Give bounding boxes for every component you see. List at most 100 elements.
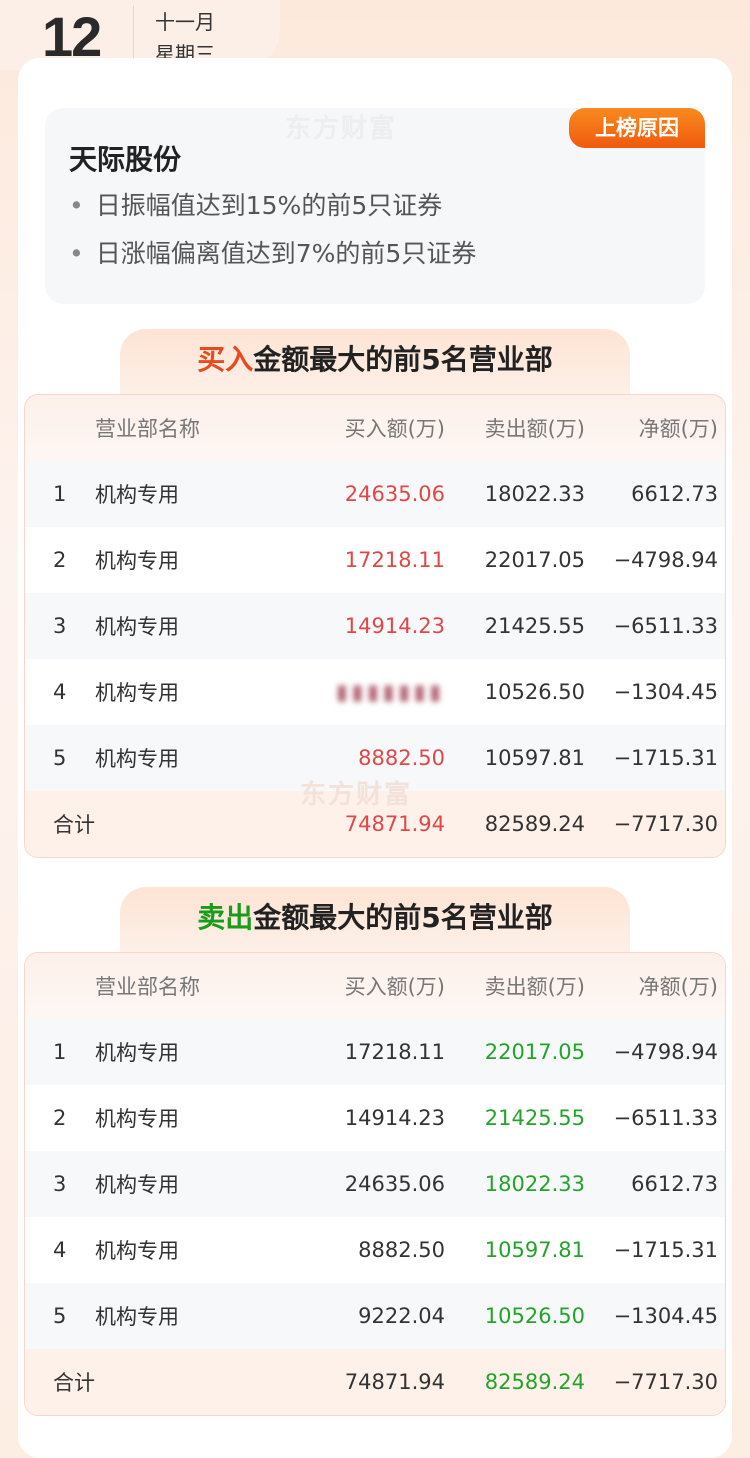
rank: 5 [53, 1304, 67, 1328]
table-header: 营业部名称 买入额(万) 卖出额(万) 净额(万) [25, 953, 725, 1019]
branch-name: 机构专用 [95, 1107, 179, 1131]
buy-amount: 14914.23 [344, 614, 445, 638]
buy-amount: 24635.06 [344, 482, 445, 506]
table-row[interactable]: 1 机构专用 17218.11 22017.05 −4798.94 [25, 1019, 725, 1085]
net-amount: −1715.31 [613, 1238, 718, 1262]
total-row: 合计 74871.94 82589.24 −7717.30 [25, 1349, 725, 1415]
buy-amount: 14914.23 [344, 1106, 445, 1130]
branch-name: 机构专用 [95, 1173, 179, 1197]
table-row[interactable]: 4 机构专用 ▮▮▮▮▮▮▮ 10526.50 −1304.45 [25, 659, 725, 725]
rank: 3 [53, 614, 67, 638]
buy-amount: 8882.50 [358, 746, 445, 770]
date-day: 12 [42, 5, 102, 68]
sell-amount: 21425.55 [484, 1106, 585, 1130]
net-amount: −1715.31 [613, 746, 718, 770]
rank: 5 [53, 746, 67, 770]
sell-amount: 21425.55 [484, 614, 585, 638]
sell-amount: 22017.05 [484, 1040, 585, 1064]
column-header: 卖出额(万) [484, 975, 585, 999]
branch-name: 机构专用 [95, 615, 179, 639]
column-header: 卖出额(万) [484, 417, 585, 441]
divider [133, 6, 134, 70]
branch-name: 机构专用 [95, 1305, 179, 1329]
table-row[interactable]: 5 机构专用 8882.50 10597.81 −1715.31 [25, 725, 725, 791]
watermark: 东方财富 [300, 780, 413, 810]
column-header: 买入额(万) [344, 975, 445, 999]
rank: 2 [53, 1106, 67, 1130]
obscured-value: ▮▮▮▮▮▮▮ [336, 680, 445, 704]
table-row[interactable]: 1 机构专用 24635.06 18022.33 6612.73 [25, 461, 725, 527]
title-highlight: 卖出 [197, 901, 254, 934]
watermark: 东方财富 [285, 114, 398, 144]
buy-amount: 17218.11 [344, 548, 445, 572]
branch-name: 机构专用 [95, 747, 179, 771]
table-row[interactable]: 5 机构专用 9222.04 10526.50 −1304.45 [25, 1283, 725, 1349]
rank: 1 [53, 482, 67, 506]
sell-table: 营业部名称 买入额(万) 卖出额(万) 净额(万) 1 机构专用 17218.11 22017… [24, 952, 726, 1416]
reason-card: 东方财富 上榜原因 天际股份 日振幅值达到15%的前5只证券 日涨幅偏离值达到7… [45, 108, 705, 304]
branch-name: 机构专用 [95, 681, 179, 705]
branch-name: 机构专用 [95, 483, 179, 507]
stock-name: 天际股份 [69, 143, 182, 176]
total-sell: 82589.24 [484, 812, 585, 836]
sell-amount: 18022.33 [484, 482, 585, 506]
buy-amount: 24635.06 [344, 1172, 445, 1196]
table-row[interactable]: 3 机构专用 14914.23 21425.55 −6511.33 [25, 593, 725, 659]
rank: 2 [53, 548, 67, 572]
total-net: −7717.30 [613, 1370, 718, 1394]
reason-tag: 上榜原因 [569, 108, 705, 148]
branch-name: 机构专用 [95, 1041, 179, 1065]
net-amount: −1304.45 [613, 680, 718, 704]
net-amount: 6612.73 [631, 1172, 718, 1196]
buy-table-title: 买入金额最大的前5名营业部 [120, 329, 630, 395]
total-label: 合计 [53, 1371, 95, 1395]
sell-table-title: 卖出金额最大的前5名营业部 [120, 887, 630, 953]
sell-amount: 18022.33 [484, 1172, 585, 1196]
sell-amount: 10597.81 [484, 1238, 585, 1262]
total-buy: 74871.94 [344, 1370, 445, 1394]
net-amount: −1304.45 [613, 1304, 718, 1328]
buy-amount: 17218.11 [344, 1040, 445, 1064]
reason-item: 日涨幅偏离值达到7%的前5只证券 [69, 236, 477, 284]
sell-amount: 10526.50 [484, 680, 585, 704]
column-header: 营业部名称 [95, 417, 200, 441]
column-header: 净额(万) [638, 975, 718, 999]
total-buy: 74871.94 [344, 812, 445, 836]
table-row[interactable]: 2 机构专用 14914.23 21425.55 −6511.33 [25, 1085, 725, 1151]
total-net: −7717.30 [613, 812, 718, 836]
rank: 1 [53, 1040, 67, 1064]
net-amount: −4798.94 [613, 1040, 718, 1064]
table-header: 营业部名称 买入额(万) 卖出额(万) 净额(万) [25, 395, 725, 461]
branch-name: 机构专用 [95, 1239, 179, 1263]
net-amount: −6511.33 [613, 614, 718, 638]
table-row[interactable]: 4 机构专用 8882.50 10597.81 −1715.31 [25, 1217, 725, 1283]
net-amount: −4798.94 [613, 548, 718, 572]
net-amount: 6612.73 [631, 482, 718, 506]
total-sell: 82589.24 [484, 1370, 585, 1394]
sell-amount: 22017.05 [484, 548, 585, 572]
rank: 3 [53, 1172, 67, 1196]
title-rest: 金额最大的前5名营业部 [253, 343, 553, 376]
title-rest: 金额最大的前5名营业部 [253, 901, 553, 934]
column-header: 净额(万) [638, 417, 718, 441]
buy-amount: ▮▮▮▮▮▮▮ [305, 680, 445, 704]
date-header: 12 十一月 星期三 [0, 0, 280, 70]
title-highlight: 买入 [197, 343, 254, 376]
total-row: 合计 74871.94 82589.24 −7717.30 [25, 791, 725, 857]
reason-item: 日振幅值达到15%的前5只证券 [69, 188, 476, 236]
table-row[interactable]: 3 机构专用 24635.06 18022.33 6612.73 [25, 1151, 725, 1217]
total-label: 合计 [53, 813, 95, 837]
rank: 4 [53, 1238, 67, 1262]
sell-amount: 10526.50 [484, 1304, 585, 1328]
buy-amount: 8882.50 [358, 1238, 445, 1262]
column-header: 营业部名称 [95, 975, 200, 999]
rank: 4 [53, 680, 67, 704]
reason-list: 日振幅值达到15%的前5只证券 日涨幅偏离值达到7%的前5只证券 [69, 188, 477, 284]
sell-amount: 10597.81 [484, 746, 585, 770]
buy-table: 营业部名称 买入额(万) 卖出额(万) 净额(万) 1 机构专用 24635.06 18022… [24, 394, 726, 858]
table-row[interactable]: 2 机构专用 17218.11 22017.05 −4798.94 [25, 527, 725, 593]
net-amount: −6511.33 [613, 1106, 718, 1130]
date-month: 十一月 [155, 10, 215, 34]
buy-amount: 9222.04 [358, 1304, 445, 1328]
branch-name: 机构专用 [95, 549, 179, 573]
